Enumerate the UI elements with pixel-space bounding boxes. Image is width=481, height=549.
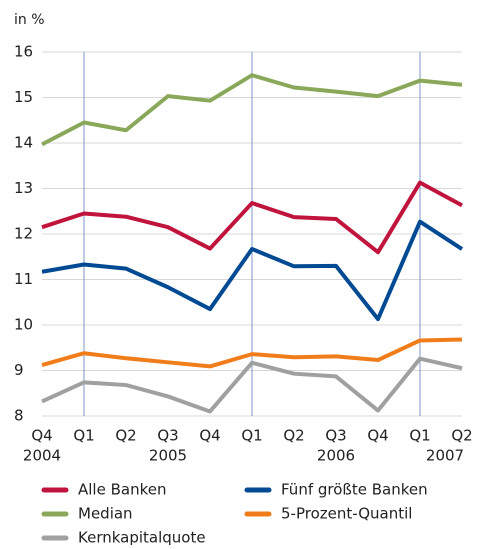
x-tick-label: Q2 bbox=[283, 427, 304, 445]
y-tick-label: 11 bbox=[14, 270, 33, 288]
series-line bbox=[41, 219, 464, 322]
x-tick-label: Q3 bbox=[325, 427, 346, 445]
legend-label: Median bbox=[78, 505, 133, 523]
x-tick-label: Q4 bbox=[31, 427, 52, 445]
y-axis-label: in % bbox=[14, 12, 45, 28]
series-line bbox=[41, 337, 463, 369]
y-tick-label: 16 bbox=[14, 43, 33, 61]
x-tick-label: Q1 bbox=[409, 427, 430, 445]
x-tick-label: Q4 bbox=[367, 427, 388, 445]
y-tick-label: 10 bbox=[14, 316, 33, 334]
x-year-label: 2004 bbox=[23, 447, 61, 465]
legend-label: Kernkapitalquote bbox=[78, 529, 206, 546]
series-line bbox=[41, 180, 463, 255]
x-tick-label: Q3 bbox=[157, 427, 178, 445]
y-tick-label: 13 bbox=[14, 179, 33, 197]
legend-label: Alle Banken bbox=[78, 481, 166, 499]
y-tick-label: 15 bbox=[14, 88, 33, 106]
x-year-label: 2007 bbox=[426, 447, 464, 465]
x-tick-label: Q2 bbox=[115, 427, 136, 445]
y-tick-label: 8 bbox=[14, 407, 24, 425]
x-tick-label: Q1 bbox=[73, 427, 94, 445]
x-tick-label: Q2 bbox=[451, 427, 472, 445]
x-tick-label: Q1 bbox=[241, 427, 262, 445]
x-tick-label: Q4 bbox=[199, 427, 220, 445]
legend-label: Fünf größte Banken bbox=[281, 481, 428, 499]
series-line bbox=[41, 73, 463, 147]
y-tick-label: 9 bbox=[14, 361, 24, 379]
legend-label: 5-Prozent-Quantil bbox=[281, 505, 412, 523]
x-year-label: 2006 bbox=[317, 447, 355, 465]
y-tick-label: 12 bbox=[14, 225, 33, 243]
x-year-label: 2005 bbox=[149, 447, 187, 465]
y-tick-label: 14 bbox=[14, 134, 33, 152]
series-line bbox=[41, 356, 463, 414]
